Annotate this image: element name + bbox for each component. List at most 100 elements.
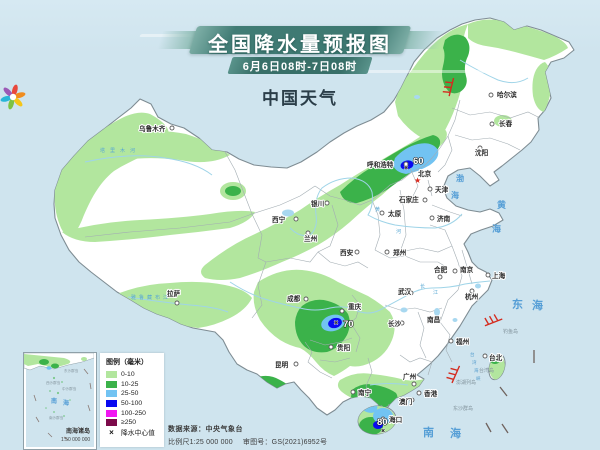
city-label: 兰州 (304, 234, 318, 243)
city-dot-icon (437, 274, 443, 280)
precip-center-cross-icon: × (381, 428, 385, 435)
inset-name: 南海诸岛 (66, 427, 90, 435)
strait-label: 峡 (476, 375, 481, 382)
city-label: 福州 (455, 337, 470, 346)
city-dot-icon (485, 272, 491, 278)
city-dot-icon (354, 249, 360, 255)
river-label: 长 (420, 283, 425, 290)
precip-center-value: 80 (377, 417, 388, 428)
river-label: 塔里木河 (100, 147, 140, 154)
sea-label: 海 (450, 426, 461, 440)
legend-swatch (106, 400, 117, 408)
city-兰州: 兰州 (303, 230, 319, 244)
legend-item: 100-250 (106, 408, 164, 418)
inset-rain-dark (39, 359, 49, 365)
precip-value-badges: ×60× 70×80 (334, 155, 425, 435)
city-dot-icon (305, 230, 311, 236)
city-福州: 福州 (448, 336, 471, 347)
city-成都: 成都 (286, 293, 309, 304)
city-杭州: 杭州 (464, 288, 480, 302)
legend-swatch (106, 409, 117, 417)
city-label: 郑州 (393, 248, 407, 257)
city-dot-icon (174, 300, 180, 306)
city-呼和浩特: 呼和浩特 (366, 159, 409, 170)
city-西安: 西安 (339, 247, 360, 258)
city-dot-icon (422, 197, 428, 203)
legend-swatch (106, 390, 117, 398)
city-dot-icon (379, 210, 385, 216)
inset-island-label: 东沙群岛 (64, 368, 79, 373)
city-长沙: 长沙 (387, 318, 405, 329)
city-dot-icon (411, 381, 417, 387)
inset-sea-char: 海 (63, 399, 69, 407)
precip-center: ×80 (376, 416, 388, 435)
sea-label: 海 (492, 223, 501, 234)
city-重庆: 重庆 (339, 301, 363, 314)
sea-label: 南 (423, 425, 434, 439)
city-label: 哈尔滨 (497, 90, 517, 99)
wind-barb-icon (484, 314, 503, 327)
legend-label: ≥250 (121, 419, 137, 427)
inset-island-label: 西沙群岛 (46, 380, 61, 385)
strait-label: 台 (470, 351, 475, 358)
city-海口: 海口 (380, 414, 403, 425)
data-source: 数据来源：中央气象台 (168, 426, 243, 433)
city-济南: 济南 (429, 213, 452, 224)
inset-islands (45, 376, 71, 417)
city-乌鲁木齐: 乌鲁木齐 (138, 123, 175, 134)
nine-dash-line (485, 350, 535, 434)
city-北京: ★北京 (414, 168, 433, 185)
city-南京: 南京 (452, 264, 475, 275)
city-label: 太原 (388, 209, 402, 218)
city-香港: 香港 (416, 388, 439, 399)
city-label: 乌鲁木齐 (139, 124, 166, 133)
city-dot-icon (452, 268, 458, 274)
city-dot-icon (416, 390, 422, 396)
city-label: 银川 (311, 199, 324, 208)
city-label: 武汉 (398, 287, 412, 296)
sea-label: 黄 (497, 199, 506, 210)
legend-title: 图例（毫米） (106, 359, 148, 366)
legend-swatch (106, 419, 117, 427)
city-dot-icon (429, 215, 435, 221)
island-label: 澎湖列岛 (456, 379, 476, 386)
strait-label: 湾 (472, 359, 477, 366)
city-label: 沈阳 (475, 148, 489, 157)
city-label: 成都 (287, 294, 301, 303)
city-dot-icon (399, 320, 405, 326)
rain-50-100-areas (328, 160, 414, 429)
river-label: 河 (396, 228, 401, 235)
inset-scale: 1:50 000 000 (61, 437, 90, 443)
wind-barb-icons (442, 77, 503, 384)
city-dot-icon (488, 92, 494, 98)
precipitation-layer (54, 19, 568, 435)
city-label: 重庆 (348, 302, 362, 311)
province-borders (84, 99, 541, 399)
city-石家庄: 石家庄 (397, 194, 428, 205)
city-label: 长沙 (388, 319, 402, 328)
center-marker-label: 降水中心值 (121, 430, 155, 438)
city-台北: 台北 (482, 352, 504, 363)
city-dot-icon (169, 125, 175, 131)
city-label: 石家庄 (398, 195, 419, 204)
city-label: 南宁 (358, 388, 372, 397)
legend-label: 50-100 (121, 400, 143, 408)
city-沈阳: 沈阳 (474, 145, 490, 158)
river-label: 雅鲁藏布江 (131, 294, 171, 301)
city-label: 济南 (437, 214, 451, 223)
capital-star-icon: ★ (414, 176, 421, 185)
city-上海: 上海 (485, 270, 507, 281)
city-西宁: 西宁 (271, 214, 299, 225)
map-scale: 比例尺1:25 000 000 (168, 439, 233, 446)
sea-label: 东 (512, 297, 523, 311)
sea-label: 渤 (456, 173, 464, 183)
city-label: 天津 (435, 185, 449, 194)
dash-segment (499, 386, 508, 397)
city-南昌: 南昌 (426, 314, 441, 325)
approval-number: 审图号：GS(2021)6952号 (242, 439, 328, 446)
